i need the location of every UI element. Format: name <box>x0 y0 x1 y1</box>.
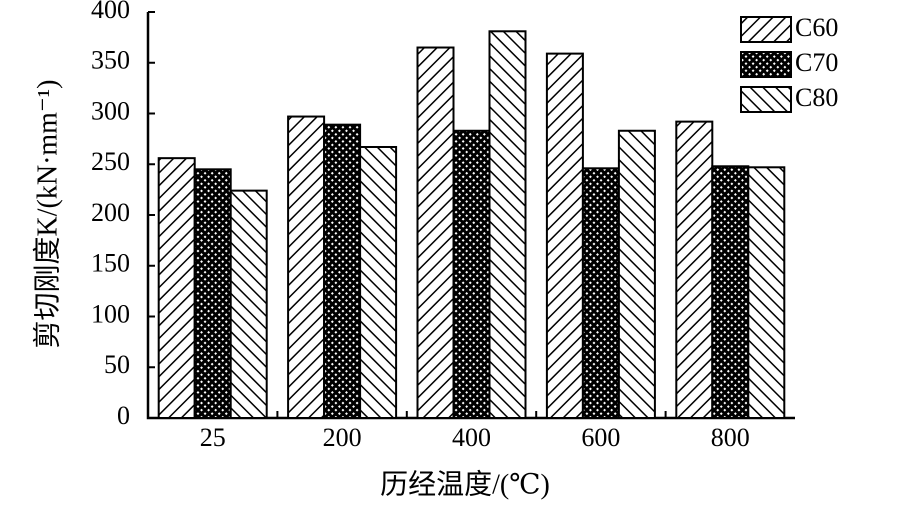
bar <box>416 46 455 420</box>
y-tick-label: 400 <box>91 0 130 24</box>
bar <box>488 30 527 419</box>
x-tick-label: 600 <box>581 423 620 452</box>
x-tick-label: 800 <box>711 423 750 452</box>
bar <box>359 145 398 419</box>
y-tick-label: 0 <box>117 401 130 430</box>
bar <box>193 168 232 419</box>
legend-swatch <box>740 51 792 78</box>
legend-swatch <box>740 16 792 43</box>
y-tick-label: 250 <box>91 147 130 176</box>
bar <box>452 129 491 419</box>
legend-swatch <box>740 86 792 113</box>
x-axis-label: 历经温度/(℃) <box>380 468 550 500</box>
y-tick-label: 100 <box>91 299 130 328</box>
y-tick-label: 350 <box>91 46 130 75</box>
bar <box>711 165 750 419</box>
y-tick-label: 150 <box>91 249 130 278</box>
y-tick-label: 50 <box>104 350 130 379</box>
bar <box>229 189 268 419</box>
x-tick-label: 25 <box>200 423 226 452</box>
bar <box>747 166 786 419</box>
x-tick-label: 400 <box>452 423 491 452</box>
bar <box>323 123 362 419</box>
y-tick-label: 200 <box>91 198 130 227</box>
bar <box>581 167 620 419</box>
bar <box>287 115 326 419</box>
bar <box>617 129 656 419</box>
bar <box>545 52 584 420</box>
x-tick-label: 200 <box>323 423 362 452</box>
y-axis-label: 剪切刚度K/(kN·mm⁻¹) <box>31 80 63 349</box>
legend-label: C70 <box>795 48 838 77</box>
y-tick-label: 300 <box>91 96 130 125</box>
bar <box>675 120 714 420</box>
bar <box>157 157 196 419</box>
legend-label: C60 <box>795 13 838 42</box>
legend-label: C80 <box>795 83 838 112</box>
